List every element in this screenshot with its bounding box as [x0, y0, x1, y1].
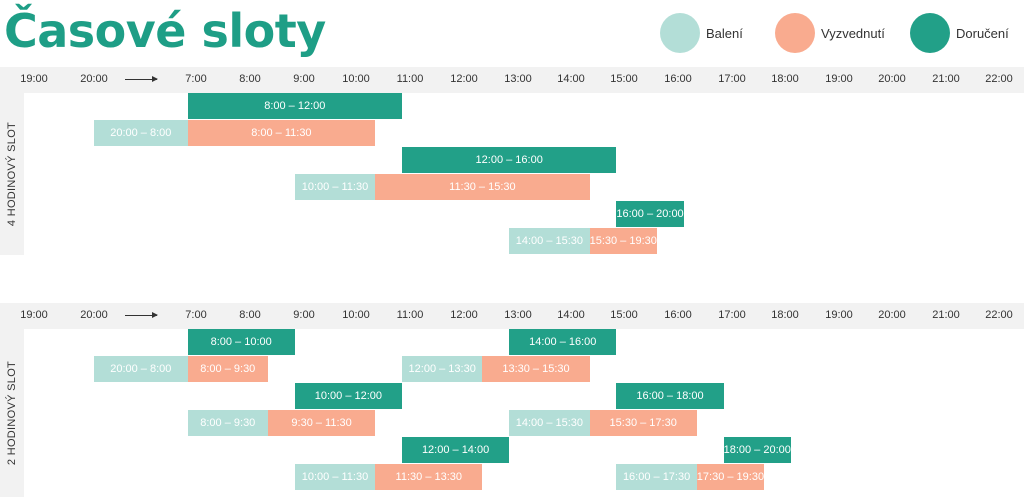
slot-bar: 10:00 – 11:30 [294, 464, 376, 490]
slot-side-band: 4 HODINOVÝ SLOT [0, 93, 24, 255]
legend-swatch [910, 13, 950, 53]
slot-bar: 20:00 – 8:00 [94, 120, 188, 146]
tick-label: 11:00 [396, 309, 424, 321]
slot-bar: 8:00 – 11:30 [187, 120, 376, 146]
legend-label: Vyzvednutí [821, 25, 885, 41]
tick-label: 20:00 [80, 73, 108, 85]
tick-label: 21:00 [932, 73, 960, 85]
time-axis: 19:00 20:00 7:00 8:00 9:00 10:00 11:00 12:00 13:… [0, 303, 1024, 329]
legend-swatch [660, 13, 700, 53]
tick-label: 14:00 [557, 73, 585, 85]
slot-bar: 18:00 – 20:00 [723, 437, 791, 463]
tick-label: 10:00 [342, 309, 370, 321]
slot-bar: 11:30 – 13:30 [375, 464, 483, 490]
slot-type-label: 4 HODINOVÝ SLOT [6, 121, 18, 227]
slot-bar: 12:00 – 14:00 [402, 437, 510, 463]
legend-label: Balení [706, 25, 743, 41]
tick-label: 12:00 [450, 73, 478, 85]
tick-label: 22:00 [985, 309, 1013, 321]
tick-label: 20:00 [80, 309, 108, 321]
slot-bar: 8:00 – 9:30 [187, 410, 268, 436]
tick-label: 7:00 [185, 309, 207, 321]
slot-bar: 14:00 – 15:30 [509, 410, 590, 436]
slot-bar: 10:00 – 12:00 [294, 383, 402, 409]
tick-label: 14:00 [557, 309, 585, 321]
slot-bar: 15:30 – 17:30 [589, 410, 697, 436]
slot-bar: 16:00 – 18:00 [616, 383, 724, 409]
tick-label: 11:00 [396, 73, 424, 85]
tick-label: 17:00 [718, 73, 746, 85]
tick-label: 10:00 [342, 73, 370, 85]
slot-bar: 16:00 – 20:00 [616, 201, 684, 227]
tick-label: 17:00 [718, 309, 746, 321]
tick-label: 9:00 [293, 309, 315, 321]
slot-bar: 17:30 – 19:30 [696, 464, 765, 490]
tick-label: 12:00 [450, 309, 478, 321]
page-title: Časové sloty [4, 4, 326, 58]
arrow-icon [125, 76, 158, 82]
tick-label: 20:00 [878, 309, 906, 321]
chart-panel-4h: 19:00 20:00 7:00 8:00 9:00 10:00 11:00 12:00 13:… [0, 67, 1024, 255]
slot-bar: 12:00 – 16:00 [402, 147, 617, 173]
slot-bar: 8:00 – 10:00 [187, 329, 295, 355]
slot-bar: 20:00 – 8:00 [94, 356, 188, 382]
arrow-icon [125, 312, 158, 318]
tick-label: 9:00 [293, 73, 315, 85]
slot-bar: 10:00 – 11:30 [294, 174, 376, 200]
tick-label: 16:00 [664, 73, 692, 85]
slot-bar: 8:00 – 12:00 [187, 93, 402, 119]
slot-bar: 15:30 – 19:30 [589, 228, 657, 254]
slot-side-band: 2 HODINOVÝ SLOT [0, 329, 24, 497]
slot-bar: 11:30 – 15:30 [375, 174, 590, 200]
tick-label: 16:00 [664, 309, 692, 321]
slot-bar: 8:00 – 9:30 [187, 356, 268, 382]
legend-swatch [775, 13, 815, 53]
slot-type-label: 2 HODINOVÝ SLOT [6, 360, 18, 466]
legend-item: Balení [660, 13, 743, 53]
tick-label: 8:00 [239, 309, 261, 321]
slot-bar: 14:00 – 16:00 [509, 329, 617, 355]
tick-label: 13:00 [504, 73, 532, 85]
tick-label: 19:00 [825, 73, 853, 85]
tick-label: 18:00 [771, 73, 799, 85]
chart-panel-2h: 19:00 20:00 7:00 8:00 9:00 10:00 11:00 12:00 13:… [0, 303, 1024, 497]
slot-bar: 9:30 – 11:30 [268, 410, 376, 436]
slot-bar: 14:00 – 15:30 [509, 228, 590, 254]
tick-label: 18:00 [771, 309, 799, 321]
legend-item: Doručení [910, 13, 1009, 53]
tick-label: 7:00 [185, 73, 207, 85]
tick-label: 21:00 [932, 309, 960, 321]
legend-item: Vyzvednutí [775, 13, 885, 53]
tick-label: 15:00 [610, 309, 638, 321]
tick-label: 13:00 [504, 309, 532, 321]
tick-label: 19:00 [20, 309, 48, 321]
tick-label: 8:00 [239, 73, 261, 85]
tick-label: 19:00 [825, 309, 853, 321]
slot-bar: 16:00 – 17:30 [616, 464, 697, 490]
legend-label: Doručení [956, 25, 1009, 41]
tick-label: 15:00 [610, 73, 638, 85]
tick-label: 19:00 [20, 73, 48, 85]
tick-label: 22:00 [985, 73, 1013, 85]
time-axis: 19:00 20:00 7:00 8:00 9:00 10:00 11:00 12:00 13:… [0, 67, 1024, 93]
slot-bar: 13:30 – 15:30 [482, 356, 590, 382]
tick-label: 20:00 [878, 73, 906, 85]
slot-bar: 12:00 – 13:30 [402, 356, 483, 382]
